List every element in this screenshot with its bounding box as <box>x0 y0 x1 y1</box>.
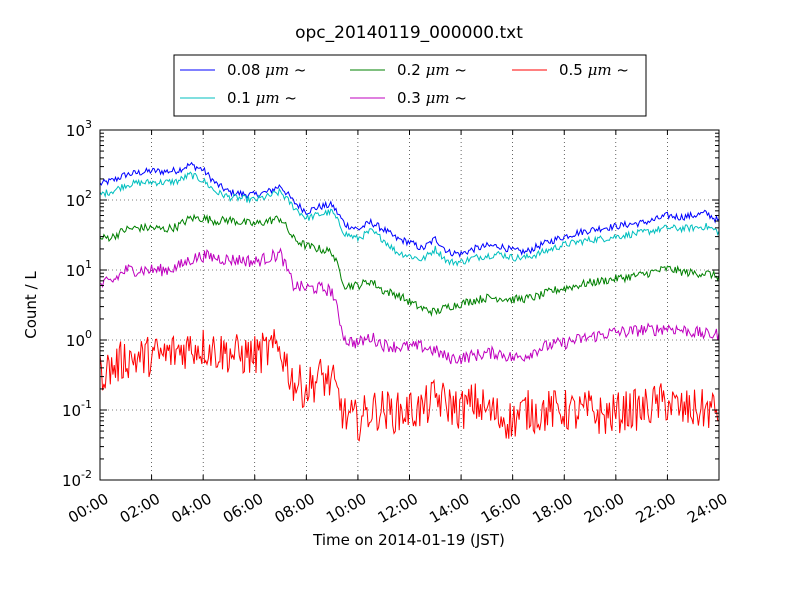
y-tick-label: 10-2 <box>62 468 92 490</box>
legend-label: 0.08 μm ~ <box>227 61 307 79</box>
chart-title: opc_20140119_000000.txt <box>295 23 523 43</box>
series-line <box>99 329 720 442</box>
legend-label: 0.3 μm ~ <box>397 89 467 107</box>
series-line <box>99 161 720 258</box>
series-line <box>99 213 720 317</box>
y-tick-label: 102 <box>66 188 92 210</box>
x-axis-label: Time on 2014-01-19 (JST) <box>312 531 505 549</box>
series-lines <box>99 161 720 442</box>
y-tick-label: 100 <box>66 328 92 350</box>
series-line <box>99 247 720 365</box>
legend: 0.08 μm ~ 0.1 μm ~ 0.2 μm ~ 0.3 μm ~ 0.5 μm … <box>180 61 629 107</box>
y-tick-label: 101 <box>66 258 92 280</box>
legend-label: 0.2 μm ~ <box>397 61 467 79</box>
legend-box <box>173 54 647 117</box>
y-tick-label: 103 <box>66 118 92 140</box>
legend-label: 0.1 μm ~ <box>227 89 297 107</box>
y-tick-label: 10-1 <box>62 398 92 420</box>
y-axis-label: Count / L <box>22 271 40 339</box>
series-line <box>99 171 720 267</box>
legend-label: 0.5 μm ~ <box>559 61 629 79</box>
